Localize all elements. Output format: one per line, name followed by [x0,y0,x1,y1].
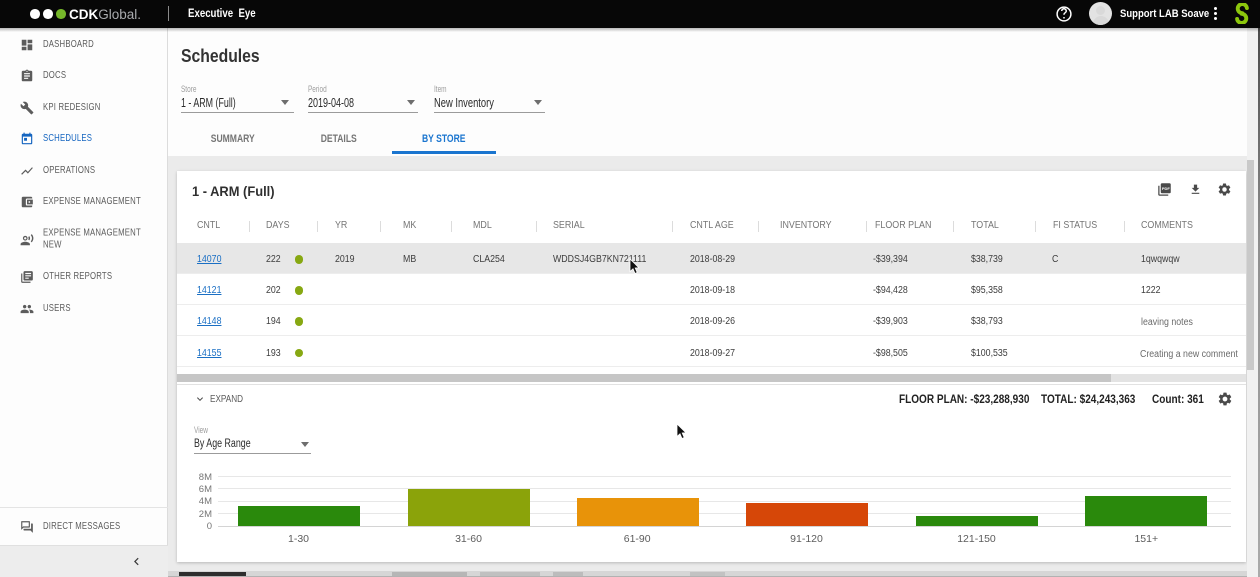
svg-text:PDF: PDF [1162,185,1170,190]
